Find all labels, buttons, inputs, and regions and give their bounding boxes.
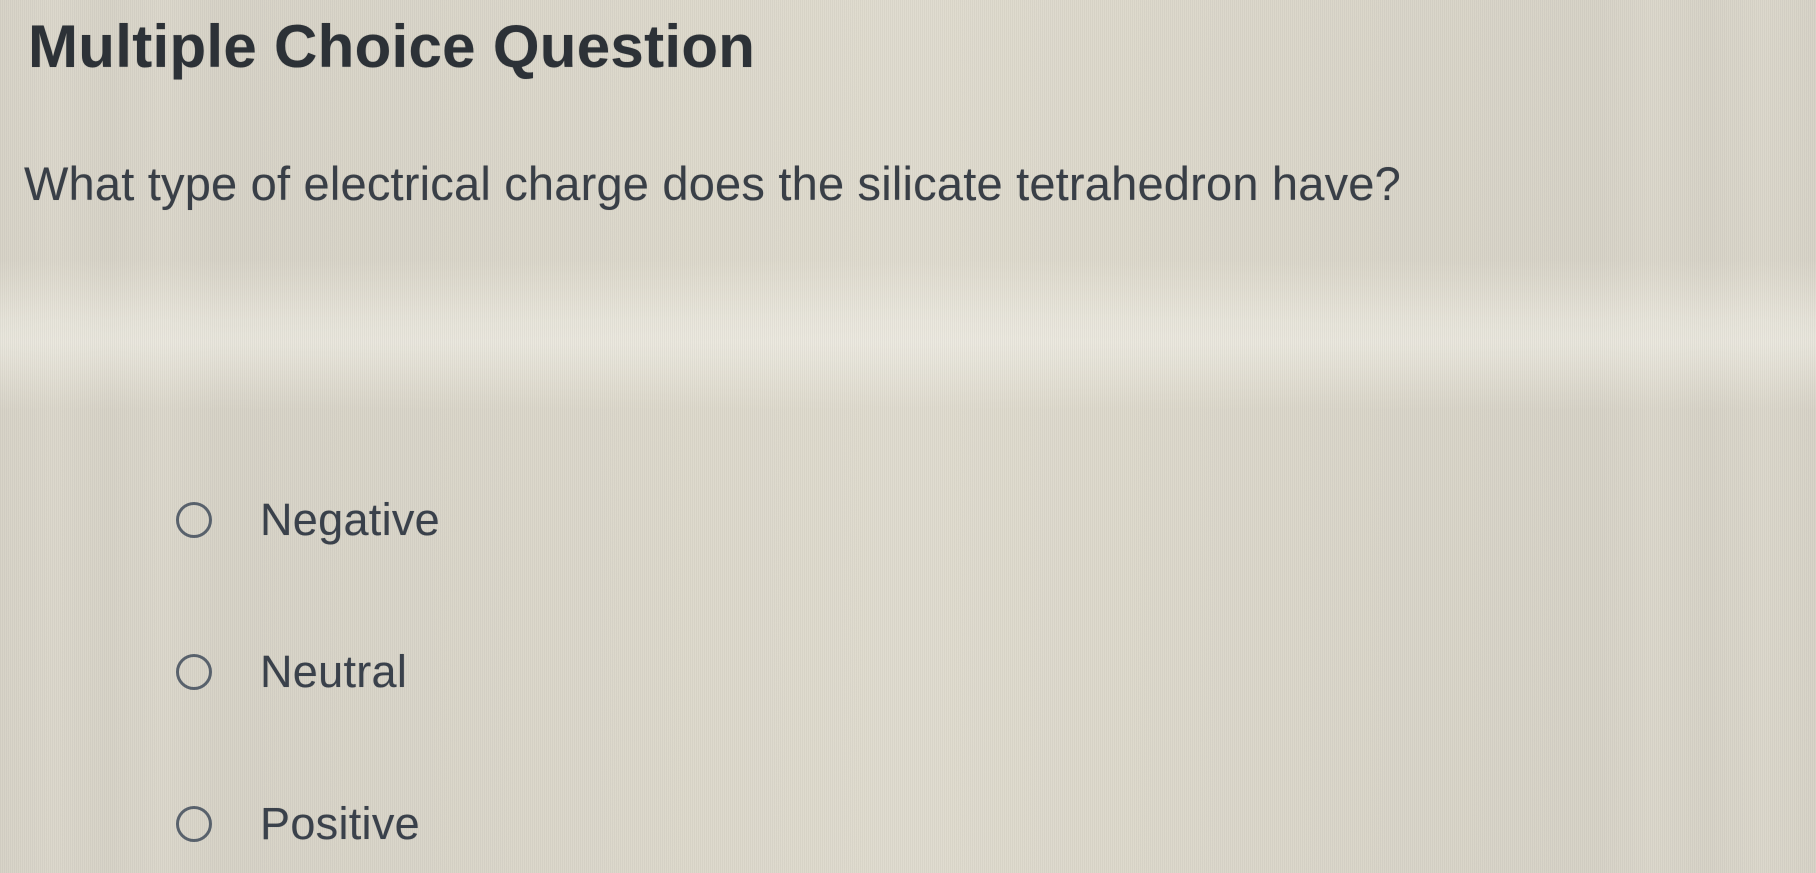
option-label: Negative xyxy=(260,494,440,546)
radio-icon[interactable] xyxy=(176,806,212,842)
options-group: Negative Neutral Positive xyxy=(176,492,440,873)
option-negative[interactable]: Negative xyxy=(176,492,440,548)
option-label: Neutral xyxy=(260,646,407,698)
question-type-heading: Multiple Choice Question xyxy=(28,12,755,81)
radio-icon[interactable] xyxy=(176,502,212,538)
radio-icon[interactable] xyxy=(176,654,212,690)
option-neutral[interactable]: Neutral xyxy=(176,644,440,700)
option-positive[interactable]: Positive xyxy=(176,796,440,852)
option-label: Positive xyxy=(260,798,420,850)
question-prompt: What type of electrical charge does the … xyxy=(24,156,1401,211)
